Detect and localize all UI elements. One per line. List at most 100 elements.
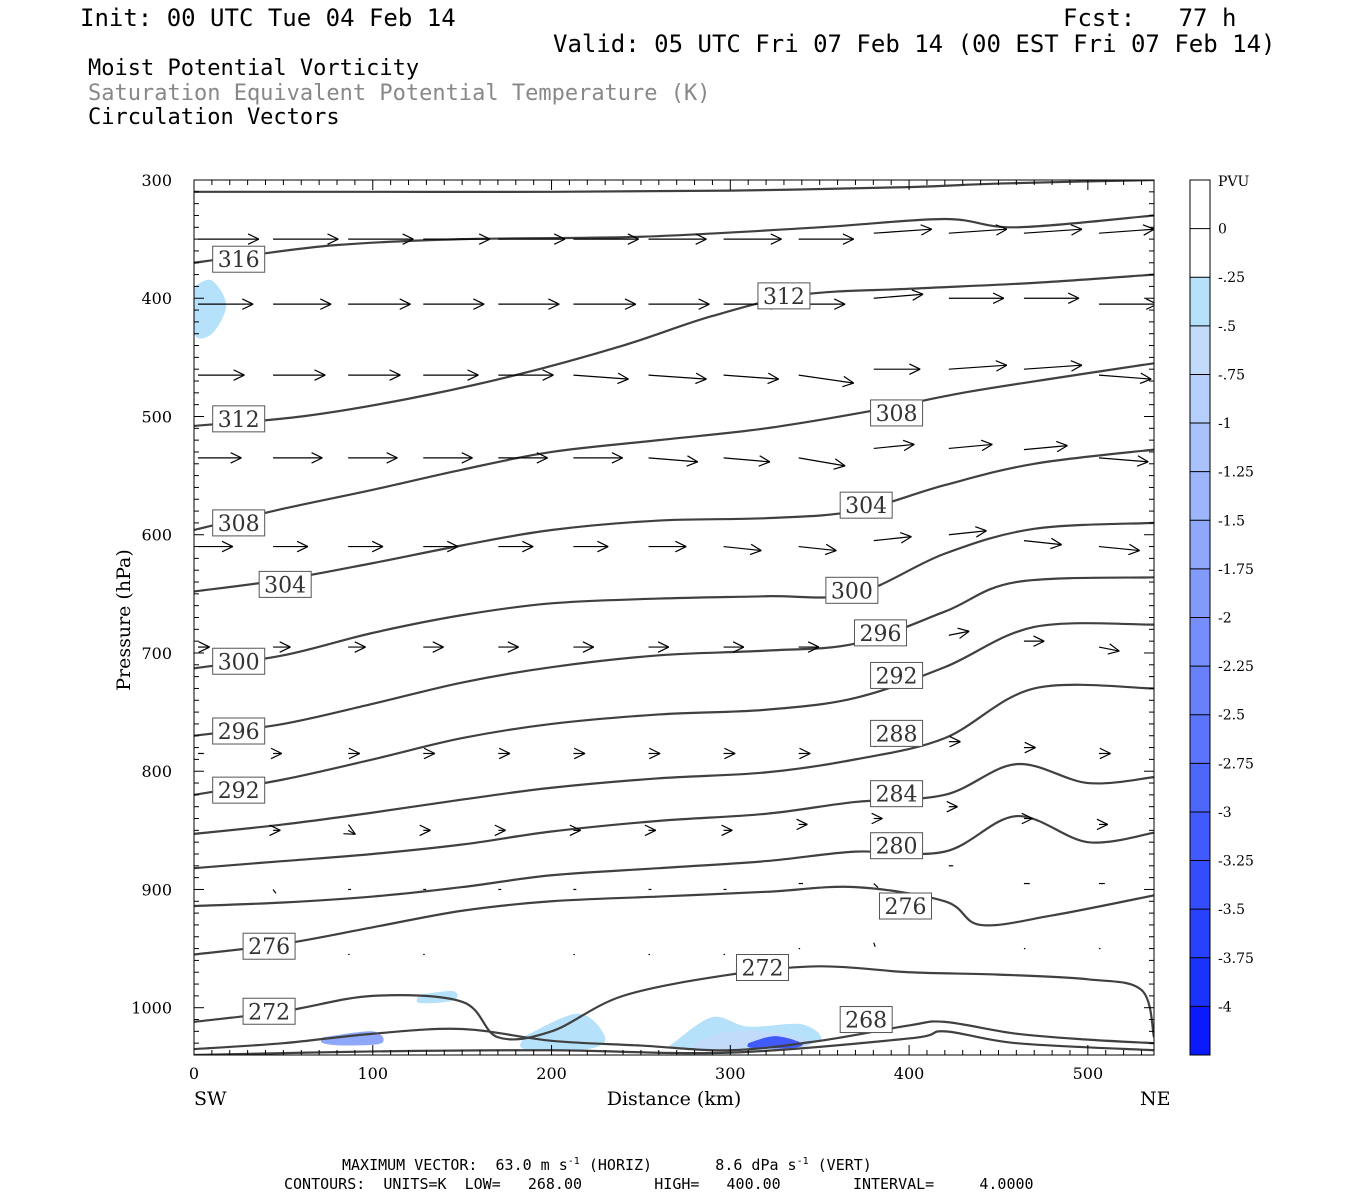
horiz-exponent: -1 xyxy=(567,1156,580,1167)
circulation-vector xyxy=(648,298,710,310)
circulation-vector xyxy=(648,233,707,245)
colorbar-swatch xyxy=(1190,180,1210,229)
contour-label-text: 296 xyxy=(218,720,260,745)
circulation-vector xyxy=(423,233,491,245)
contour-label-text: 284 xyxy=(876,783,918,808)
circulation-vector xyxy=(798,374,855,388)
contour-label-text: 272 xyxy=(248,1000,290,1025)
circulation-vector xyxy=(723,455,771,467)
y-axis-label: Pressure (hPa) xyxy=(113,549,135,691)
y-tick-label: 300 xyxy=(141,171,172,190)
x-tick-label: 100 xyxy=(357,1064,388,1083)
contour-label: 312 xyxy=(757,282,811,310)
colorbar-tick-label: -1 xyxy=(1218,416,1232,432)
circulation-vector xyxy=(1023,440,1068,453)
contour-label-text: 292 xyxy=(876,664,918,689)
colorbar-swatch xyxy=(1190,568,1210,618)
init-time: Init: 00 UTC Tue 04 Feb 14 xyxy=(80,4,456,32)
colorbar-tick-label: -2 xyxy=(1218,611,1232,627)
circulation-vector xyxy=(1099,747,1111,760)
colorbar-swatch xyxy=(1190,471,1210,521)
contour-label-text: 268 xyxy=(845,1009,887,1034)
contour-label-text: 300 xyxy=(831,579,873,604)
y-tick-label: 900 xyxy=(141,880,172,899)
circulation-vector xyxy=(873,363,921,375)
x-tick-label: 500 xyxy=(1073,1064,1104,1083)
circulation-vector xyxy=(348,233,414,245)
contour-label: 280 xyxy=(870,832,924,860)
colorbar-swatch xyxy=(1190,228,1210,278)
colorbar-swatch xyxy=(1190,957,1210,1007)
colorbar-swatch xyxy=(1190,617,1210,667)
circulation-vector xyxy=(723,543,762,556)
colorbar-tick-label: -2.75 xyxy=(1218,756,1254,772)
circulation-vector xyxy=(796,818,808,831)
x-right-end-label: NE xyxy=(1140,1088,1171,1110)
circulation-vector xyxy=(873,289,924,301)
circulation-vector xyxy=(270,747,283,760)
pv-region xyxy=(194,279,227,339)
contour-line xyxy=(194,1020,1154,1052)
y-tick-label: 400 xyxy=(141,289,172,308)
circulation-vector xyxy=(198,233,260,245)
circulation-vector xyxy=(273,369,326,381)
circulation-vector xyxy=(1096,818,1108,831)
circulation-vector xyxy=(948,360,1008,372)
contour-label: 312 xyxy=(212,405,266,433)
contour-label-text: 296 xyxy=(859,622,901,647)
circulation-vector xyxy=(1099,298,1154,310)
contour-label: 304 xyxy=(258,570,312,598)
circulation-vector xyxy=(1098,372,1152,385)
y-tick-label: 500 xyxy=(141,407,172,426)
contour-label-text: 272 xyxy=(741,957,783,982)
circulation-vector xyxy=(873,942,876,947)
colorbar-tick-label: -3.75 xyxy=(1218,951,1254,967)
circulation-vector xyxy=(198,641,210,653)
contour-label-text: 300 xyxy=(218,650,260,675)
colorbar-tick-label: -.5 xyxy=(1218,319,1236,335)
circulation-vector xyxy=(1098,543,1140,556)
circulation-vector xyxy=(1023,224,1083,236)
axis-layer: 300 400 500 600 700 800 900 1000 0 100 200 300 400 50… xyxy=(131,171,1154,1083)
x-axis-label: Distance (km) xyxy=(607,1088,742,1110)
contour-line xyxy=(194,214,1154,264)
circulation-vector xyxy=(423,369,479,381)
circulation-vector xyxy=(273,233,339,245)
contour-line xyxy=(194,448,1154,593)
circulation-vector xyxy=(498,369,554,381)
contour-label: 300 xyxy=(825,576,879,604)
circulation-vector xyxy=(948,439,993,452)
contour-label: 292 xyxy=(212,776,266,804)
colorbar-tick-label: -1.5 xyxy=(1218,513,1245,529)
colorbar-swatch xyxy=(1190,423,1210,472)
circulation-vector xyxy=(348,452,398,464)
circulation-vector xyxy=(198,369,245,381)
vector-layer xyxy=(198,224,1154,956)
circulation-vector xyxy=(723,372,779,385)
colorbar-swatch xyxy=(1190,860,1210,910)
circulation-vector xyxy=(423,540,459,553)
contour-label: 284 xyxy=(870,780,924,808)
circulation-vector xyxy=(721,824,733,837)
colorbar-tick-label: -3.5 xyxy=(1218,902,1245,918)
circulation-vector xyxy=(569,824,581,837)
x-tick-label: 300 xyxy=(715,1064,746,1083)
contour-label-text: 304 xyxy=(264,573,306,598)
circulation-vector xyxy=(273,540,309,553)
circulation-vector xyxy=(272,889,277,894)
colorbar-tick-label: -2.25 xyxy=(1218,659,1254,675)
max-horiz-value: 63.0 m s xyxy=(495,1156,568,1174)
colorbar-swatch xyxy=(1190,666,1210,715)
contour-line xyxy=(194,763,1154,870)
colorbar-tick-label: -3.25 xyxy=(1218,854,1254,870)
circulation-vector xyxy=(648,455,699,467)
circulation-vector xyxy=(948,627,970,639)
circulation-vector xyxy=(1023,292,1080,305)
circulation-vector xyxy=(348,641,366,653)
contour-line xyxy=(194,683,1154,835)
contour-line xyxy=(194,815,1154,908)
contour-label-text: 276 xyxy=(248,935,290,960)
contour-label-text: 312 xyxy=(763,285,805,310)
circulation-vector xyxy=(198,298,254,310)
circulation-vector xyxy=(1098,224,1154,236)
